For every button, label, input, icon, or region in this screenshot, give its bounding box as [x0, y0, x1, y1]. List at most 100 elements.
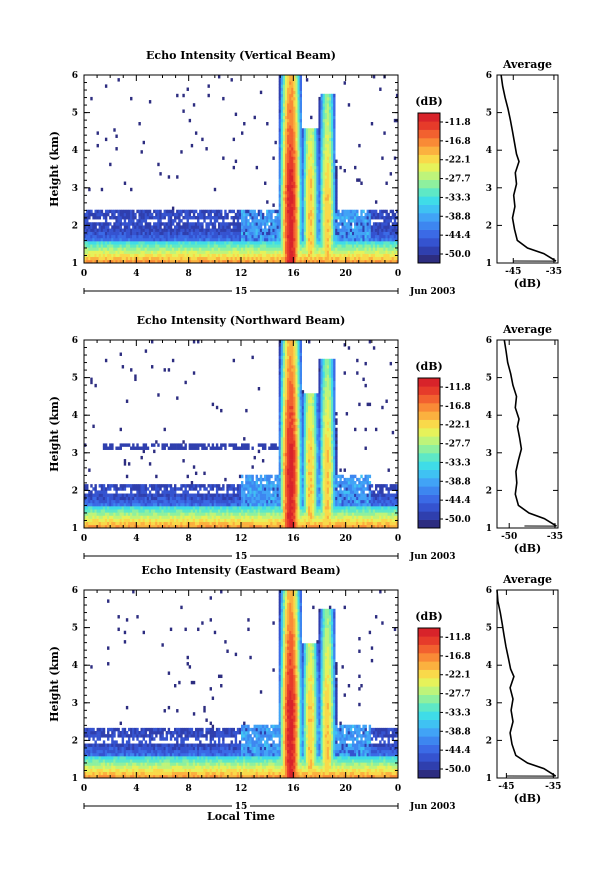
heatmap-cell [201, 225, 204, 229]
heatmap-cell [303, 190, 307, 195]
heatmap-cell [257, 518, 261, 523]
heatmap-cell [96, 496, 99, 501]
heatmap-cell [393, 247, 397, 251]
heatmap-cell [320, 156, 323, 160]
heatmap-cell [188, 502, 192, 507]
heatmap-cell [322, 131, 326, 135]
heatmap-cell [243, 231, 246, 236]
heatmap-cell [182, 253, 185, 258]
heatmap-cell [391, 228, 395, 232]
heatmap-cell [130, 253, 133, 258]
heatmap-cell [326, 206, 330, 211]
heatmap-cell [140, 496, 143, 501]
heatmap-cell [249, 228, 252, 232]
heatmap-cell [98, 222, 102, 226]
heatmap-cell [107, 225, 110, 229]
heatmap-cell [178, 225, 181, 229]
heatmap-cell [107, 499, 110, 504]
heatmap-cell [194, 256, 198, 261]
heatmap-cell [184, 524, 187, 529]
heatmap-cell [178, 518, 181, 523]
heatmap-cell [115, 256, 118, 261]
heatmap-cell [125, 222, 129, 226]
heatmap-cell [165, 521, 169, 526]
heatmap-cell [278, 175, 282, 179]
heatmap-cell [282, 200, 286, 204]
heatmap-cell [305, 137, 309, 142]
heatmap-cell [169, 506, 173, 510]
heatmap-cell [94, 487, 97, 491]
heatmap-cell [197, 216, 200, 220]
heatmap-cell [140, 446, 143, 450]
heatmap-cell [174, 443, 177, 447]
heatmap-cell [322, 100, 326, 104]
heatmap-cell [356, 253, 359, 258]
heatmap-cell [150, 506, 154, 510]
heatmap-cell [136, 512, 139, 516]
heatmap-cell [228, 231, 231, 236]
heatmap-cell [295, 103, 298, 107]
heatmap-cell [117, 446, 120, 450]
heatmap-cell [293, 112, 296, 117]
heatmap-cell [291, 197, 294, 201]
heatmap-cell [213, 216, 217, 220]
heatmap-cell [213, 521, 217, 526]
heatmap-cell [303, 175, 307, 179]
heatmap-cell [127, 244, 131, 248]
heatmap-cell [138, 259, 141, 264]
heatmap-cell [284, 131, 288, 135]
heatmap-cell [299, 162, 302, 167]
heatmap-cell [314, 197, 317, 201]
heatmap-cell [379, 256, 382, 261]
heatmap-cell [328, 178, 332, 182]
heatmap-cell [305, 140, 309, 145]
heatmap-cell [132, 225, 135, 229]
heatmap-cell [148, 244, 152, 248]
heatmap-cell [176, 237, 179, 242]
heatmap-cell [326, 219, 330, 223]
heatmap-cell [136, 518, 139, 523]
heatmap-cell [261, 477, 265, 482]
heatmap-cell [102, 253, 106, 258]
heatmap-cell [366, 237, 369, 242]
heatmap-cell [130, 506, 133, 510]
heatmap-cell [88, 253, 91, 258]
heatmap-cell [295, 125, 298, 129]
heatmap-cell [228, 493, 231, 497]
heatmap-cell [247, 509, 250, 513]
heatmap-cell [180, 219, 183, 223]
heatmap-cell [123, 219, 127, 223]
heatmap-cell [299, 206, 302, 211]
heatmap-cell [174, 250, 177, 254]
heatmap-cell [203, 259, 206, 264]
heatmap-cell [121, 228, 125, 232]
heatmap-cell [186, 521, 189, 526]
heatmap-cell [345, 247, 349, 251]
heatmap-cell [211, 250, 215, 254]
heatmap-cell [192, 222, 196, 226]
heatmap-cell [295, 203, 298, 207]
heatmap-cell [314, 150, 317, 154]
heatmap-cell [163, 209, 166, 214]
heatmap-cell [157, 487, 160, 491]
heatmap-cell [171, 502, 175, 507]
heatmap-cell [289, 234, 292, 239]
heatmap-cell [199, 216, 202, 220]
heatmap-cell [391, 216, 395, 220]
heatmap-cell [159, 484, 162, 488]
heatmap-cell [222, 256, 225, 261]
heatmap-cell [284, 84, 288, 88]
heatmap-cell [241, 231, 244, 236]
heatmap-cell [228, 496, 231, 501]
heatmap-cell [287, 75, 290, 79]
heatmap-cell [94, 259, 97, 264]
heatmap-cell [322, 150, 326, 154]
heatmap-cell [318, 231, 321, 236]
heatmap-cell [140, 209, 143, 214]
heatmap-cell [241, 487, 244, 491]
heatmap-cell [182, 259, 185, 264]
heatmap-cell [374, 253, 378, 258]
heatmap-cell [349, 219, 353, 223]
heatmap-cell [278, 415, 282, 419]
heatmap-cell [178, 256, 181, 261]
